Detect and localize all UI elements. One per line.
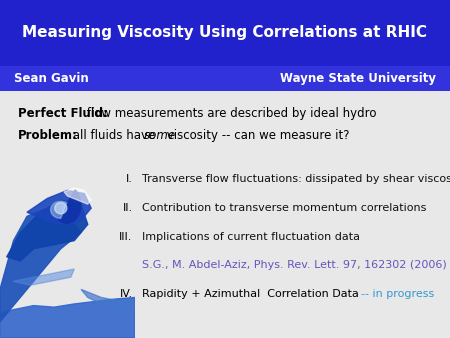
Text: S.G., M. Abdel-Aziz, Phys. Rev. Lett. 97, 162302 (2006): S.G., M. Abdel-Aziz, Phys. Rev. Lett. 97… [142, 260, 446, 270]
Text: IV.: IV. [120, 289, 133, 299]
Text: Sean Gavin: Sean Gavin [14, 72, 88, 85]
Text: Perfect Fluid:: Perfect Fluid: [18, 107, 108, 120]
Polygon shape [55, 190, 81, 223]
Polygon shape [7, 200, 88, 261]
Polygon shape [55, 202, 67, 214]
Polygon shape [51, 201, 67, 218]
Polygon shape [81, 289, 135, 310]
Text: Implications of current fluctuation data: Implications of current fluctuation data [142, 232, 360, 242]
Text: II.: II. [122, 203, 133, 213]
Text: -- in progress: -- in progress [361, 289, 434, 299]
Polygon shape [27, 190, 91, 224]
Polygon shape [64, 188, 91, 204]
Polygon shape [0, 208, 81, 322]
Polygon shape [0, 297, 135, 338]
Text: all fluids have: all fluids have [69, 129, 159, 142]
Text: III.: III. [119, 232, 133, 242]
Text: flow measurements are described by ideal hydro: flow measurements are described by ideal… [83, 107, 377, 120]
Text: Transverse flow fluctuations: dissipated by shear viscosity: Transverse flow fluctuations: dissipated… [142, 174, 450, 184]
Text: I.: I. [126, 174, 133, 184]
Polygon shape [14, 269, 74, 285]
Text: Contribution to transverse momentum correlations: Contribution to transverse momentum corr… [142, 203, 426, 213]
Text: Wayne State University: Wayne State University [280, 72, 436, 85]
Text: Measuring Viscosity Using Correlations at RHIC: Measuring Viscosity Using Correlations a… [22, 25, 427, 41]
Text: Rapidity + Azimuthal  Correlation Data: Rapidity + Azimuthal Correlation Data [142, 289, 362, 299]
Text: some: some [144, 129, 176, 142]
Text: viscosity -- can we measure it?: viscosity -- can we measure it? [163, 129, 349, 142]
Text: Problem:: Problem: [18, 129, 78, 142]
